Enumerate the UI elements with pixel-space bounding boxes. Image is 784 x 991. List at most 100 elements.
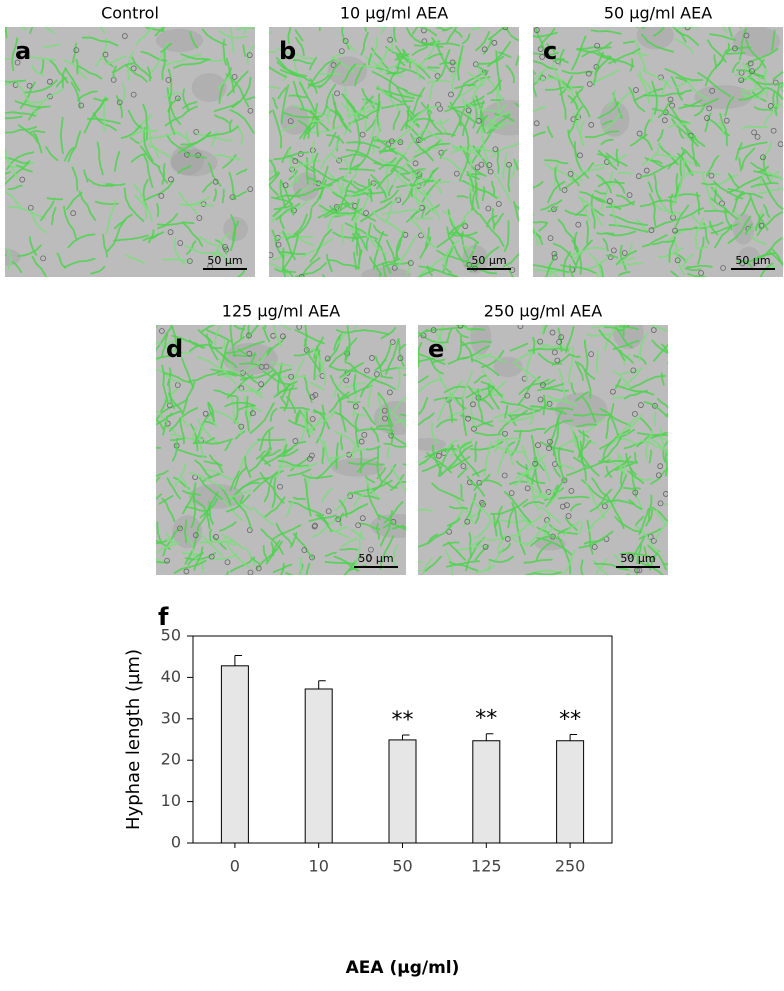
hypha xyxy=(373,162,411,174)
hypha xyxy=(462,33,471,45)
hypha xyxy=(579,167,605,173)
hypha xyxy=(462,244,475,251)
hypha xyxy=(731,61,740,74)
hypha xyxy=(686,265,713,269)
hypha xyxy=(236,168,248,176)
hypha xyxy=(5,149,19,180)
hypha xyxy=(334,503,369,521)
hypha xyxy=(541,325,545,335)
hypha xyxy=(208,345,230,363)
hypha xyxy=(497,451,505,476)
hypha xyxy=(348,228,361,233)
hypha xyxy=(593,562,629,571)
hypha xyxy=(503,491,532,523)
hypha xyxy=(418,38,439,67)
hypha xyxy=(67,233,96,249)
spore xyxy=(556,338,563,345)
hypha xyxy=(409,133,434,162)
hypha xyxy=(188,369,225,383)
hypha xyxy=(584,369,592,399)
hypha xyxy=(235,124,244,146)
hypha xyxy=(319,165,329,200)
hypha xyxy=(328,365,366,377)
spore xyxy=(657,463,664,470)
hypha xyxy=(15,82,38,115)
hypha xyxy=(492,172,512,203)
spore xyxy=(743,32,750,39)
spore xyxy=(407,260,414,266)
hypha xyxy=(558,80,567,120)
hypha xyxy=(195,131,234,142)
hypha xyxy=(229,109,255,134)
hypha xyxy=(551,353,570,366)
hypha xyxy=(378,514,406,531)
hypha xyxy=(38,87,65,108)
hypha xyxy=(198,532,223,557)
hypha xyxy=(248,447,271,473)
hypha xyxy=(612,200,618,228)
hypha xyxy=(602,439,616,462)
hypha xyxy=(431,482,465,502)
hypha xyxy=(758,187,783,194)
hypha xyxy=(436,249,468,263)
hypha xyxy=(384,200,395,224)
micrograph xyxy=(5,27,255,277)
hypha xyxy=(131,129,158,136)
hypha xyxy=(344,86,351,119)
hypha xyxy=(318,61,341,89)
hypha xyxy=(321,447,325,465)
hypha xyxy=(420,132,456,142)
hypha xyxy=(156,560,169,564)
spore xyxy=(561,187,568,193)
spore xyxy=(648,227,655,234)
hypha xyxy=(447,541,466,561)
hypha xyxy=(666,362,668,365)
spore xyxy=(336,157,343,164)
hypha xyxy=(387,446,390,459)
spore xyxy=(524,392,531,399)
spore xyxy=(358,556,364,563)
hypha xyxy=(156,540,168,545)
spore xyxy=(26,82,33,89)
spore xyxy=(621,250,628,256)
hypha xyxy=(206,329,233,343)
hypha xyxy=(354,136,375,171)
hypha xyxy=(191,427,197,439)
spore xyxy=(535,442,541,449)
hypha xyxy=(682,160,686,179)
hypha xyxy=(474,431,502,437)
hypha xyxy=(457,444,480,477)
hypha xyxy=(571,417,605,442)
hypha xyxy=(393,27,397,43)
hypha xyxy=(766,87,783,100)
hypha xyxy=(388,184,394,196)
spore xyxy=(338,48,345,55)
hypha xyxy=(429,325,445,355)
hypha xyxy=(370,174,388,199)
hypha xyxy=(262,326,271,343)
hypha xyxy=(442,210,456,227)
hypha xyxy=(157,165,169,184)
spore xyxy=(672,227,678,234)
spore xyxy=(78,102,85,109)
hypha xyxy=(738,27,742,29)
hypha xyxy=(475,352,492,360)
hypha xyxy=(396,50,406,74)
hypha xyxy=(505,64,515,84)
hypha xyxy=(218,67,233,104)
hypha xyxy=(143,127,154,162)
hypha xyxy=(513,201,519,222)
spore xyxy=(460,463,467,470)
hypha xyxy=(599,408,631,427)
hypha xyxy=(160,399,167,412)
hypha xyxy=(125,254,145,265)
hypha xyxy=(639,440,663,450)
spore xyxy=(361,431,368,438)
hypha xyxy=(621,257,635,262)
hypha xyxy=(574,360,584,381)
hypha xyxy=(328,526,349,533)
hypha xyxy=(378,147,396,153)
hypha xyxy=(480,381,503,398)
hypha xyxy=(284,173,302,190)
hypha xyxy=(260,528,284,555)
